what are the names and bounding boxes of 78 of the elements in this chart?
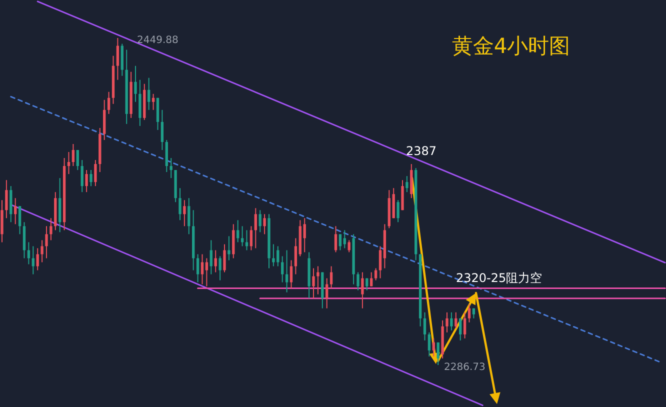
candlestick [312, 268, 315, 299]
candlestick [290, 260, 293, 289]
candlestick [468, 304, 471, 323]
candlestick [285, 250, 288, 293]
candlestick [80, 160, 84, 193]
candlestick [254, 208, 257, 249]
candlestick [218, 256, 222, 281]
candlestick [228, 236, 230, 261]
annotation: 2449.88 [137, 35, 178, 46]
candlestick [134, 65, 137, 102]
candlestick [32, 246, 34, 275]
annotation: 2286.73 [444, 362, 486, 373]
candlestick [214, 250, 217, 273]
annotation: 2387 [406, 144, 437, 158]
candlestick [428, 332, 431, 357]
candlestick [436, 342, 440, 366]
candlestick [236, 220, 240, 243]
candlestick [361, 272, 364, 309]
candlestick [36, 248, 39, 271]
candlestick [188, 198, 190, 235]
candlestick [316, 266, 320, 295]
candlestick [14, 198, 17, 225]
candlestick [263, 214, 266, 235]
candlestick [356, 272, 360, 291]
candlestick [76, 150, 79, 171]
candlestick [459, 318, 462, 341]
candlestick [45, 226, 48, 259]
candlestick [272, 244, 275, 267]
candlestick [160, 109, 164, 150]
candlestick [281, 256, 284, 283]
candlestick [240, 226, 244, 247]
candlestick [5, 180, 8, 219]
candlestick [50, 218, 52, 241]
candlestick [366, 278, 368, 291]
candlestick [210, 240, 212, 275]
candlestick [90, 170, 92, 187]
candlestick [107, 91, 110, 114]
candlestick [152, 93, 155, 110]
candlestick [148, 77, 150, 110]
candlestick [94, 160, 97, 187]
candlestick [348, 240, 350, 253]
candlestick [370, 272, 373, 287]
candlestick [196, 254, 200, 283]
candlestick [18, 206, 22, 235]
candlestick [205, 258, 208, 287]
candlestick [463, 312, 466, 339]
candlestick [294, 238, 298, 275]
candlestick [27, 242, 30, 265]
candlestick [85, 170, 88, 193]
candlestick [326, 278, 328, 309]
candlestick [343, 230, 346, 249]
candlestick [303, 218, 306, 253]
candlestick [245, 230, 248, 251]
chart-title: 黄金4小时图 [452, 34, 570, 58]
candlestick [67, 152, 70, 175]
candlestick [116, 38, 120, 80]
annotation: 2320-25阻力空 [456, 271, 542, 285]
candlestick [72, 143, 75, 167]
candlestick [330, 266, 333, 289]
candlestick [423, 312, 426, 341]
candlestick [406, 176, 408, 193]
candlestick [170, 158, 172, 179]
candlestick [396, 200, 400, 223]
candlestick [183, 200, 186, 227]
candlestick [200, 254, 204, 285]
candlestick [258, 210, 262, 233]
candlestick [178, 188, 182, 221]
candlestick [378, 246, 382, 279]
candlestick [250, 226, 253, 251]
candlestick [446, 312, 448, 333]
candlestick [40, 240, 44, 263]
candlestick [450, 312, 453, 331]
candlestick [338, 234, 342, 251]
candlestick [374, 268, 378, 281]
candlestick [454, 312, 458, 329]
candlestick [334, 226, 338, 253]
candlestick [432, 338, 435, 357]
candlestick [223, 244, 226, 273]
